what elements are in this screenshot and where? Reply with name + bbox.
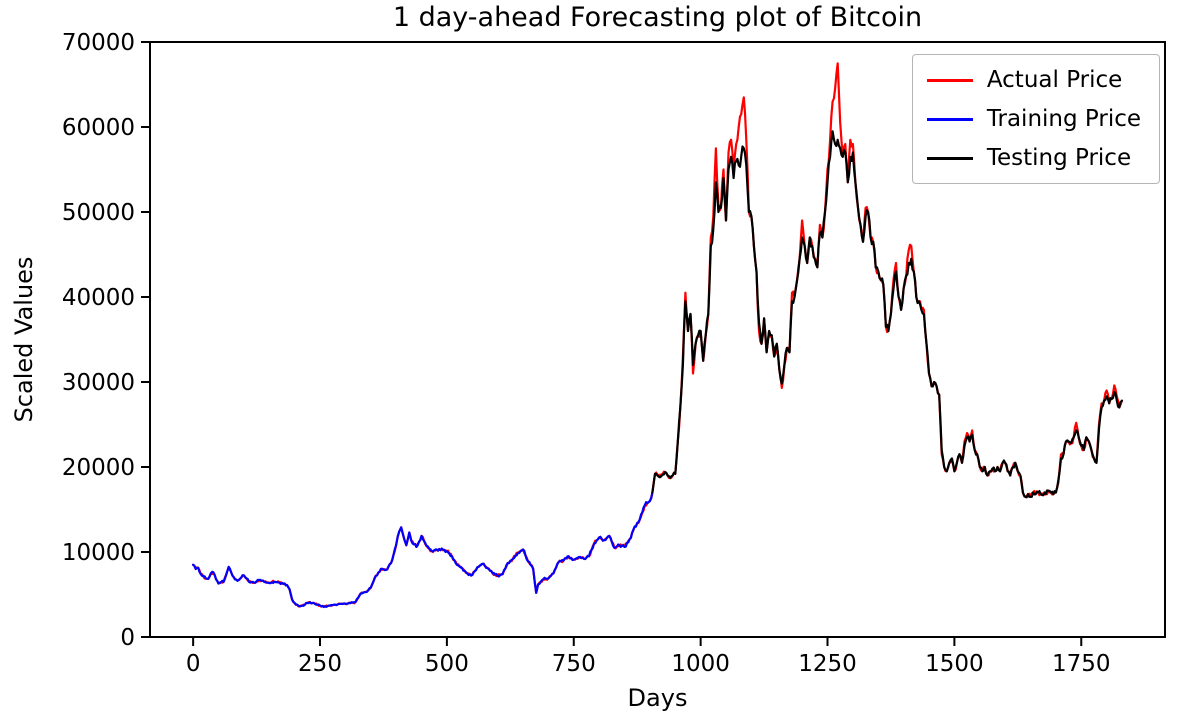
x-tick-label: 250 (298, 651, 342, 677)
legend-item: Training Price (926, 106, 1141, 132)
y-tick-label: 30000 (62, 370, 135, 396)
x-tick-label: 1750 (1052, 651, 1111, 677)
legend-label: Actual Price (986, 67, 1123, 93)
x-axis-label: Days (627, 684, 688, 712)
x-tick-label: 500 (425, 651, 469, 677)
legend-label: Testing Price (986, 145, 1132, 171)
legend-line-swatch (926, 156, 973, 160)
legend: Actual Price Training Price Testing Price (911, 54, 1160, 184)
training-price-line (192, 491, 654, 609)
x-tick-label: 0 (186, 651, 201, 677)
x-tick-label: 1500 (925, 651, 984, 677)
x-tick-label: 1250 (798, 651, 857, 677)
legend-item: Actual Price (926, 67, 1141, 93)
y-tick-label: 20000 (62, 455, 135, 481)
legend-label: Training Price (986, 106, 1141, 132)
axes-frame (149, 41, 1166, 638)
legend-line-swatch (926, 117, 973, 121)
y-tick-label: 0 (120, 625, 135, 651)
legend-item: Testing Price (926, 145, 1141, 171)
y-axis-label: Scaled Values (10, 256, 38, 423)
y-tick-label: 10000 (62, 540, 135, 566)
legend-line-swatch (926, 78, 973, 82)
x-tick-label: 750 (552, 651, 596, 677)
y-tick-label: 60000 (62, 115, 135, 141)
chart-title: 1 day-ahead Forecasting plot of Bitcoin (392, 2, 923, 33)
y-tick-label: 40000 (62, 285, 135, 311)
testing-price-line (651, 130, 1123, 499)
x-tick-label: 1000 (671, 651, 730, 677)
y-tick-label: 70000 (62, 30, 135, 56)
y-tick-label: 50000 (62, 200, 135, 226)
